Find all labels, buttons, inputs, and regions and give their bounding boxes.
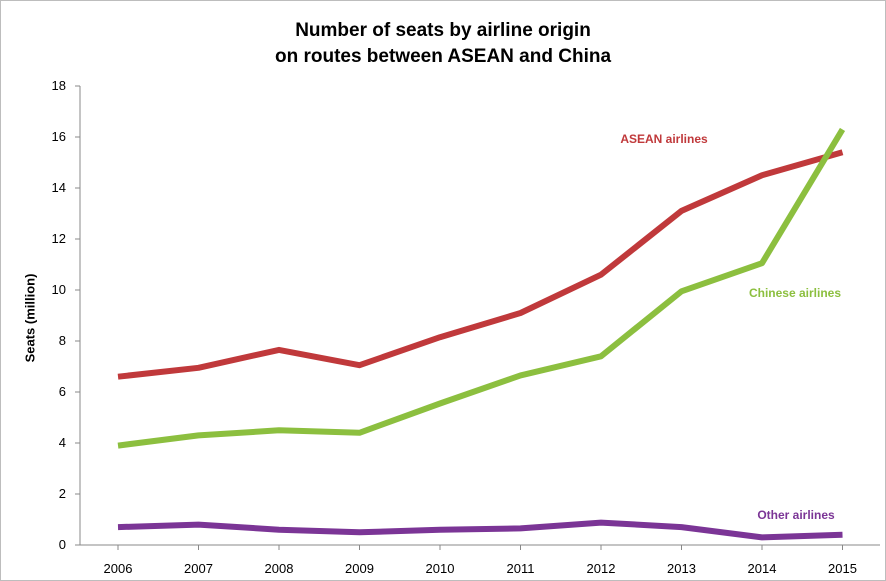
x-tick-label: 2013 [667,561,696,576]
x-tick-label: 2011 [507,561,535,576]
x-tick-label: 2012 [587,561,616,576]
y-tick-label: 2 [59,486,66,501]
series-label-1: Chinese airlines [749,286,841,300]
series-label-2: Other airlines [757,508,835,522]
series-label-0: ASEAN airlines [620,132,708,146]
x-tick-label: 2010 [426,561,455,576]
y-tick-label: 10 [52,282,66,297]
y-tick-label: 16 [52,129,66,144]
series-line-0 [117,149,844,380]
x-tick-label: 2009 [345,561,374,576]
x-tick-label: 2015 [828,561,857,576]
y-tick-label: 6 [59,384,66,399]
y-tick-label: 0 [59,537,66,552]
x-tick-label: 2008 [265,561,294,576]
chart-title-line2: on routes between ASEAN and China [274,46,612,67]
x-tick-label: 2006 [104,561,133,576]
chart-title-line1: Number of seats by airline origin [295,20,591,41]
y-tick-label: 18 [52,78,66,93]
series-line-1 [117,127,846,449]
y-tick-label: 8 [59,333,66,348]
y-tick-label: 12 [52,231,66,246]
y-tick-label: 4 [59,435,66,450]
y-tick-label: 14 [52,180,66,195]
x-tick-label: 2007 [184,561,213,576]
x-tick-label: 2014 [748,561,777,576]
series-line-2 [117,519,843,541]
